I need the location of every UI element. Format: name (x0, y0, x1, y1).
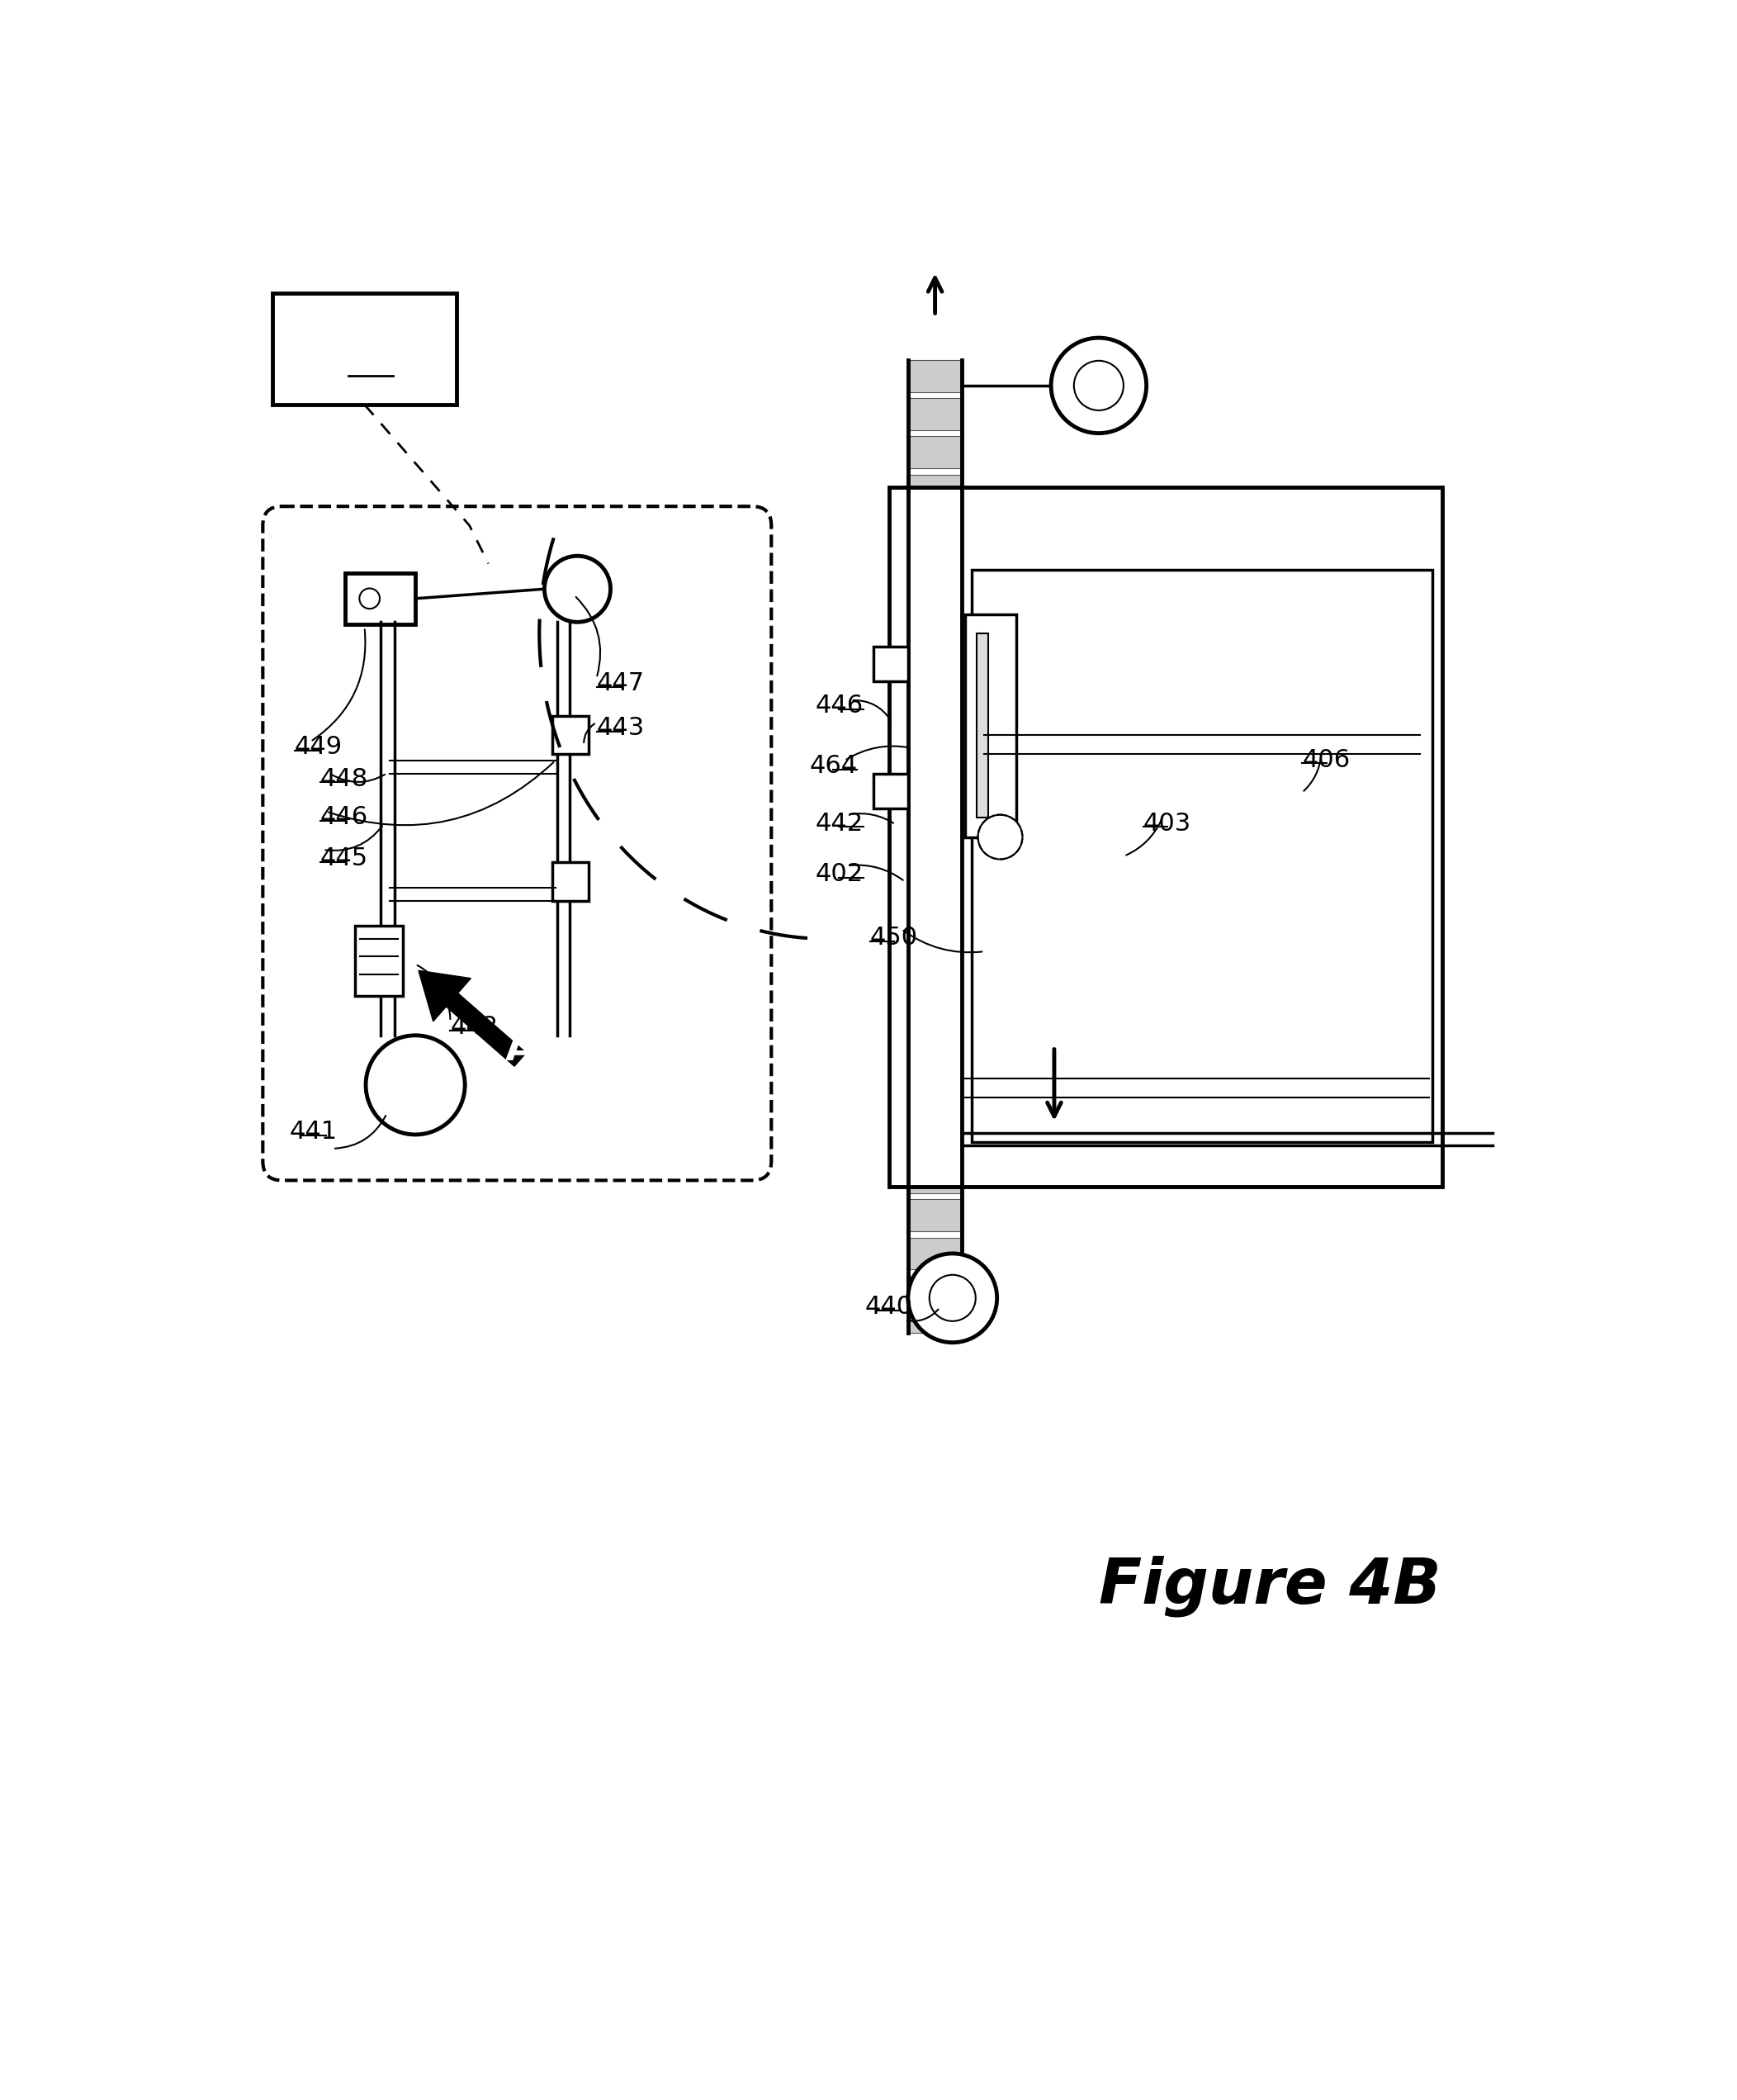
Bar (908, 817, 962, 850)
Circle shape (360, 588, 380, 609)
Bar (889, 487, 1442, 1186)
Bar (908, 588, 962, 622)
Bar (908, 475, 962, 506)
Bar (908, 704, 962, 735)
Text: 406: 406 (1303, 748, 1350, 773)
Bar (874, 773, 908, 808)
Bar (908, 437, 962, 468)
Text: 480: 480 (340, 351, 401, 382)
Bar (908, 741, 962, 773)
Bar (273, 294, 457, 405)
Text: 403: 403 (1143, 811, 1192, 836)
Text: A: A (505, 1031, 535, 1069)
Bar (908, 1315, 962, 1334)
Bar (908, 628, 962, 659)
Bar (908, 932, 962, 964)
Bar (908, 970, 962, 1002)
Text: 450: 450 (870, 926, 917, 949)
Text: 442: 442 (450, 1014, 499, 1040)
Text: 441: 441 (290, 1119, 337, 1145)
Text: 446: 446 (320, 804, 368, 830)
Bar (908, 1161, 962, 1193)
Bar (908, 666, 962, 697)
Circle shape (367, 1035, 466, 1134)
FancyBboxPatch shape (262, 506, 771, 1180)
Bar (908, 895, 962, 926)
Bar (976, 634, 988, 817)
Bar (908, 1046, 962, 1079)
Bar (908, 1008, 962, 1040)
Text: 443: 443 (596, 716, 644, 739)
Text: 446: 446 (816, 693, 863, 718)
Bar (346, 573, 415, 624)
Bar (908, 1275, 962, 1308)
Bar (908, 1199, 962, 1231)
Bar (908, 399, 962, 430)
Bar (552, 716, 589, 754)
Circle shape (1073, 361, 1124, 410)
Bar (908, 857, 962, 888)
Text: 445: 445 (320, 846, 368, 871)
Circle shape (908, 1254, 997, 1342)
Circle shape (929, 1275, 976, 1321)
Bar (908, 1124, 962, 1155)
Bar (354, 926, 403, 995)
FancyArrow shape (419, 970, 526, 1067)
Text: 447: 447 (596, 672, 644, 695)
Bar (908, 550, 962, 582)
Text: 440: 440 (865, 1296, 914, 1319)
Text: 464: 464 (809, 754, 856, 779)
Bar (908, 1237, 962, 1268)
Bar (908, 359, 962, 393)
Text: Figure 4B: Figure 4B (1100, 1556, 1442, 1617)
Text: 442: 442 (816, 811, 863, 836)
Bar (908, 779, 962, 811)
Circle shape (1051, 338, 1146, 433)
Text: 448: 448 (320, 766, 368, 792)
Bar (908, 512, 962, 544)
Text: 449: 449 (295, 735, 342, 760)
Circle shape (544, 556, 610, 622)
Circle shape (978, 815, 1023, 859)
Bar (971, 569, 1433, 1142)
Text: Controller: Controller (285, 315, 443, 347)
Bar (966, 615, 1016, 838)
Bar (908, 1086, 962, 1117)
Bar (552, 863, 589, 901)
Text: 402: 402 (816, 863, 863, 886)
Bar (874, 647, 908, 680)
